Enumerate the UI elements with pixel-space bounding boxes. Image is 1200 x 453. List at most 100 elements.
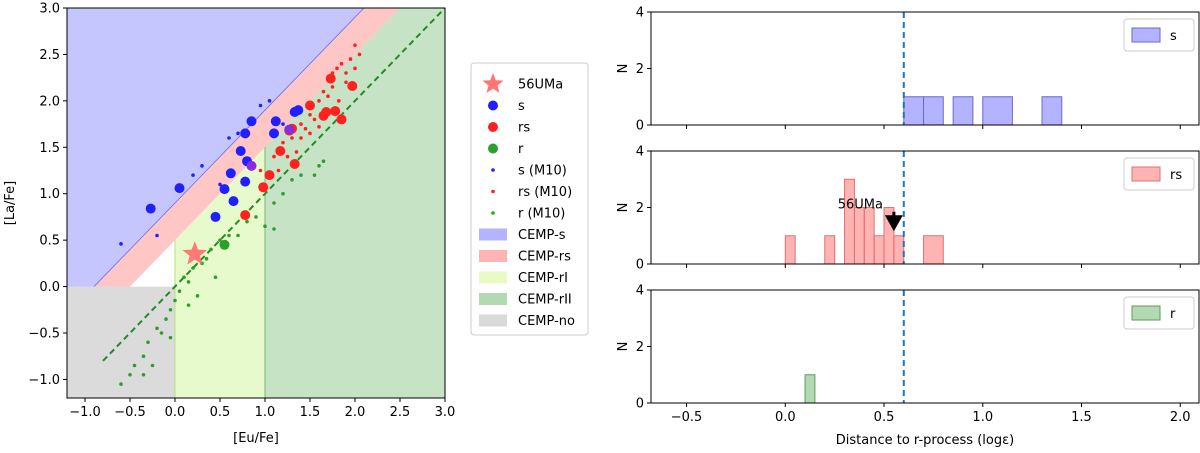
point-rs-m10 (353, 43, 357, 47)
y-tick-label: 2 (636, 201, 644, 216)
point-rs-m10 (353, 66, 357, 71)
y-tick-label: 4 (636, 145, 644, 160)
x-tick-label: 3.0 (435, 405, 456, 420)
point-r-m10 (209, 247, 213, 252)
point-s (269, 128, 279, 139)
hist-bar (804, 374, 816, 404)
y-tick-label: 2.5 (39, 48, 60, 63)
point-r-m10 (290, 177, 294, 182)
point-s (240, 128, 251, 139)
hist-x-tick-label: 2.0 (1170, 410, 1191, 425)
y-tick-label: 1.0 (39, 187, 60, 202)
scatter-y-ticks: −1.0 −0.5 0.0 0.5 1.0 1.5 2.0 2.5 3.0 (28, 2, 67, 388)
point-r-m10 (317, 164, 321, 168)
point-s-m10 (200, 164, 204, 168)
point-rs (347, 81, 358, 91)
point-rs-m10 (299, 136, 303, 140)
point-r-m10 (182, 275, 186, 280)
legend-marker-dot (491, 211, 495, 215)
point-rs-m10 (330, 85, 335, 89)
legend-patch (479, 293, 507, 305)
point-rs-m10 (348, 57, 353, 61)
region-cemp-s (67, 8, 364, 287)
legend-marker-star (482, 73, 504, 93)
boundary-s-rs (93, 8, 365, 287)
legend-marker-dot (491, 189, 495, 194)
hist-bar (893, 235, 905, 265)
star-56UMa-marker (182, 241, 208, 265)
hist-legend-patch (1131, 27, 1161, 43)
point-s-m10 (227, 136, 231, 140)
legend-marker-circle (488, 100, 498, 111)
point-r-m10 (128, 372, 132, 377)
y-axis-label: N (616, 64, 631, 74)
point-rs-m10 (312, 117, 317, 122)
point-r-m10 (272, 201, 276, 205)
point-rs-m10 (290, 136, 294, 140)
point-r-m10 (141, 354, 146, 359)
point-r-m10 (155, 326, 159, 331)
point-rs (321, 107, 332, 117)
point-s (235, 146, 246, 156)
point-rs-m10 (326, 94, 330, 99)
point-r-m10 (132, 363, 137, 368)
point-rs-m10 (337, 99, 341, 103)
point-r-m10 (168, 335, 173, 340)
hist-x-tick-label: 1.0 (972, 410, 993, 425)
point-rs (305, 100, 315, 111)
point-rs-m10 (285, 154, 290, 159)
legend-label: CEMP-rs (518, 250, 571, 265)
point-s (270, 116, 281, 127)
point-rs-m10 (321, 89, 326, 94)
histogram-panel-rs: 0 2 4 Nrs 56UMa (616, 145, 1200, 273)
x-tick-label: 0.0 (165, 405, 186, 420)
point-rs (325, 73, 336, 84)
panel-frame (650, 289, 1200, 404)
point-s (228, 196, 239, 207)
point-r-m10 (150, 363, 155, 368)
annotation-56UMa: 56UMa (838, 197, 883, 212)
point-s (240, 176, 251, 187)
point-rs (336, 114, 347, 125)
hist-x-tick-label: 0.5 (874, 410, 895, 425)
hist-x-label: Distance to r-process (logε) (836, 433, 1014, 448)
y-tick-label: 3.0 (39, 2, 60, 17)
legend-label: rs (M10) (518, 185, 572, 200)
hist-bar (824, 235, 836, 265)
hist-bar (952, 96, 974, 126)
y-tick-label: 0 (636, 397, 644, 412)
hist-bar (873, 235, 885, 265)
hist-bar (923, 96, 944, 126)
x-tick-label: 0.5 (210, 405, 231, 420)
point-rs (258, 182, 269, 193)
x-tick-label: 2.0 (345, 405, 366, 420)
y-tick-label: 0.5 (39, 234, 60, 249)
histogram-panels: 0 2 4 Ns 0 2 4 Nrs 56UMa 0 2 4 Nr −0.5 0.0 0.5 1.0 1.5 2.0 (616, 6, 1200, 425)
point-r (219, 239, 230, 250)
point-rs-m10 (258, 168, 263, 173)
point-rs-m10 (308, 131, 312, 136)
point-r-m10 (281, 191, 285, 196)
hist-x-tick-label: 1.5 (1071, 410, 1092, 425)
point-r-m10 (245, 219, 249, 224)
legend-label: CEMP-s (518, 228, 566, 243)
legend-label: 56UMa (518, 78, 563, 93)
legend-patch (479, 314, 507, 327)
legend-label: r (M10) (518, 207, 565, 222)
point-rs-m10 (317, 125, 321, 129)
y-tick-label: 2 (636, 62, 644, 77)
point-r-m10 (177, 289, 182, 294)
point-r-m10 (191, 266, 195, 270)
legend-label: r (518, 142, 524, 157)
point-s (225, 168, 236, 179)
point-rs-m10 (344, 80, 348, 85)
scatter-points (119, 43, 362, 386)
y-tick-label: 4 (636, 284, 644, 299)
point-r-m10 (218, 238, 222, 242)
scatter-x-label: [Eu/Fe] (233, 431, 279, 446)
point-s-m10 (236, 131, 240, 136)
point-r-m10 (186, 280, 191, 284)
region-cemp-rs (94, 8, 400, 287)
y-tick-label: −0.5 (28, 327, 60, 342)
annotation-arrow-head (884, 215, 903, 232)
